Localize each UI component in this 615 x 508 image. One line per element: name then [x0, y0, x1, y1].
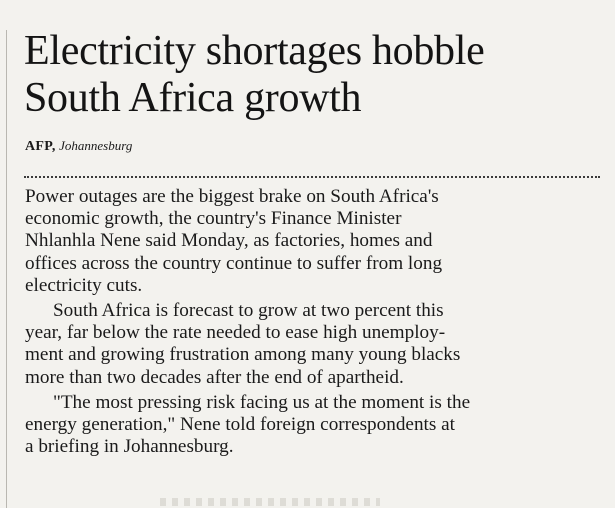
text-line: economic growth, the country's Finance M…: [25, 208, 402, 230]
headline-line: South Africa growth: [24, 75, 362, 121]
text-line: ment and growing frustration among many …: [25, 344, 461, 366]
text-line: Nhlanhla Nene said Monday, as factories,…: [25, 230, 433, 252]
headline: Electricity shortages hobble South Afric…: [24, 28, 604, 122]
article-body: Power outages are the biggest brake on S…: [25, 186, 601, 458]
dotted-separator: [24, 176, 600, 178]
text-line: energy generation," Nene told foreign co…: [25, 414, 455, 436]
text-line: year, far below the rate needed to ease …: [25, 322, 446, 344]
text-line: electricity cuts.: [25, 274, 143, 296]
byline: AFP, Johannesburg: [25, 137, 132, 156]
text-line: "The most pressing risk facing us at the…: [53, 391, 471, 413]
byline-location: Johannesburg: [59, 138, 133, 153]
text-line: a briefing in Johannesburg.: [25, 436, 234, 458]
paragraph: Power outages are the biggest brake on S…: [25, 186, 601, 297]
column-rule: [6, 30, 7, 508]
paragraph: South Africa is forecast to grow at two …: [25, 300, 601, 389]
text-line: more than two decades after the end of a…: [25, 366, 404, 388]
byline-agency: AFP,: [25, 139, 56, 154]
cut-off-text-fragment: [160, 498, 380, 506]
headline-line: Electricity shortages hobble: [24, 28, 485, 74]
text-line: offices across the country continue to s…: [25, 252, 443, 274]
text-line: Power outages are the biggest brake on S…: [25, 186, 439, 207]
text-line: South Africa is forecast to grow at two …: [53, 300, 444, 322]
paragraph: "The most pressing risk facing us at the…: [25, 392, 601, 459]
